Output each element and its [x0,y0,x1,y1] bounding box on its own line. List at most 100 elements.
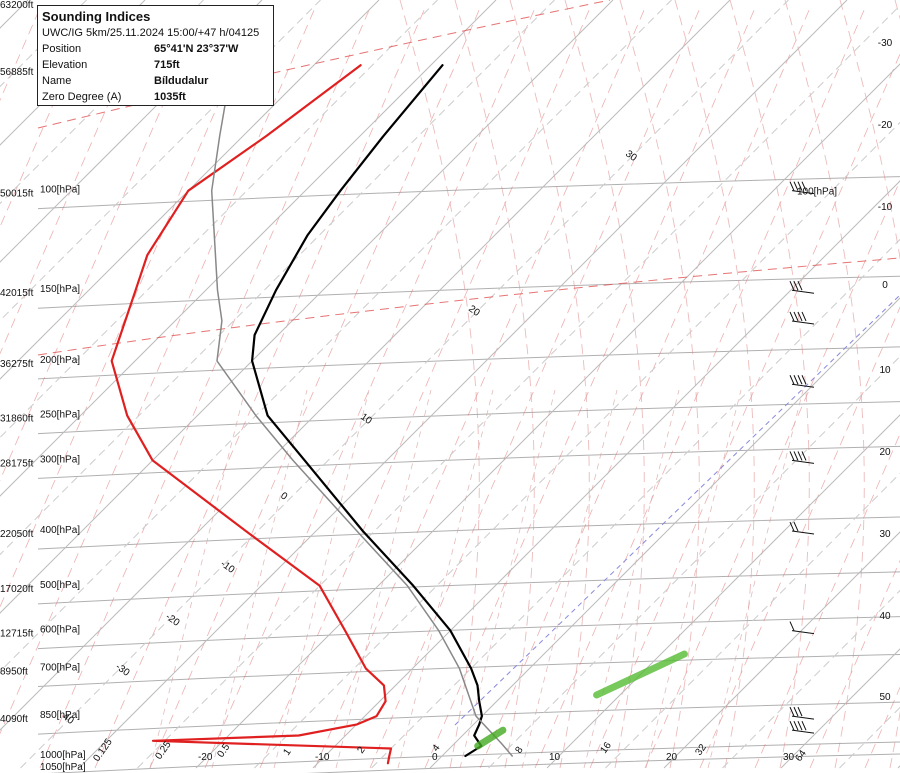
altitude-tick-label: 12715ft [0,629,34,640]
temperature-tick-label: 10 [549,752,561,763]
pressure-tick-label: 300[hPa] [40,454,80,465]
wind-barb-flag [789,281,795,291]
mixing-ratio-line [211,389,308,769]
wind-barb-flag [789,720,795,731]
isotherm-line [137,4,900,769]
pressure-tick-label: 1050[hPa] [40,762,86,773]
wind-barb [789,521,815,535]
wind-barb [789,281,815,294]
right-axis-label: -30 [878,38,893,49]
wind-barb-flag [789,706,795,717]
isobar-line [37,176,900,210]
wind-barb [789,621,815,635]
wind-barb [789,706,815,720]
mixing-ratio-line [149,389,246,769]
dry-adiabat-line [259,7,591,769]
info-row-position: Position 65°41'N 23°37'W [42,41,269,57]
dry-adiabat-line [479,7,811,769]
dry-adiabat-line [204,7,536,769]
right-axis-label: -10 [878,202,893,213]
altitude-tick-label: 31860ft [0,414,34,425]
isotherm-line [605,472,900,769]
mixing-ratio-label: 2 [355,744,367,755]
info-key: Position [42,43,82,55]
sounding-dewpoint-line [110,64,393,765]
info-value: 715ft [154,59,180,71]
pressure-tick-label: 1000[hPa] [40,750,86,761]
isobar-line [37,346,900,380]
isobar-line [306,753,900,773]
pressure-tick-label: 600[hPa] [40,625,80,636]
moist-adiabat-line [619,0,700,769]
sounding-series [110,64,688,765]
reference-curve [37,257,900,356]
isobar-line [37,445,900,479]
wind-barb [789,451,815,464]
dry-adiabat-line [39,7,371,769]
moist-adiabat-line [454,0,535,769]
isotherm-line [0,0,614,614]
isotherm-label: -10 [218,558,237,576]
info-title: Sounding Indices [42,9,151,24]
isobar-line [37,571,900,605]
wind-barb-flag [793,281,799,291]
isotherm-line [0,0,204,205]
info-row-elevation: Elevation 715ft [42,57,269,73]
wind-barb-staff [791,383,815,388]
wind-barb-staff [791,320,815,325]
wind-barb-flag [797,281,803,291]
dry-adiabat-line [0,7,206,482]
wind-barb-flag [797,181,803,191]
mixing-ratio-label: 32 [693,742,709,758]
isobar-line [48,741,900,773]
isotherm-line [0,0,29,29]
moist-adiabat-line [564,0,645,769]
wind-barb-flag [793,706,799,717]
altitude-tick-label: 63200ft [0,0,34,11]
wind-barb-flag [801,181,807,191]
mixing-ratio-line [645,389,742,769]
info-key: Elevation [42,59,88,71]
dry-adiabat-line [589,53,900,769]
sounding-green-shading-line [474,726,507,750]
wind-barb-flag [801,311,807,322]
wind-barb-flag [793,375,799,385]
isobar-line [37,516,900,550]
isotherm-line [254,121,900,769]
dry-adiabat-line [94,7,426,769]
isotherm-line [195,63,900,769]
wind-barb-flag [793,521,799,532]
isotherm-line [78,0,848,769]
altitude-tick-label: 28175ft [0,458,34,469]
right-axis-label: 50 [879,692,891,703]
right-axis-label: -20 [878,120,893,131]
isotherm-label: -30 [113,661,132,679]
pressure-tick-label: 850[hPa] [40,710,80,721]
pressure-tick-label: 700[hPa] [40,662,80,673]
right-axis-label: 0 [882,280,888,291]
mixing-ratio-line [521,389,618,769]
pressure-tick-label: 250[hPa] [40,410,80,421]
pressure-tick-label: 150[hPa] [40,284,80,295]
mixing-ratio-line [335,389,432,769]
wind-barb-flag [789,375,795,385]
wind-barb-staff [791,459,815,464]
wind-barb-flag [789,451,795,461]
wind-barb-flag [793,451,799,461]
sounding-info-box: Sounding Indices UWC/IG 5km/25.11.2024 1… [37,5,274,106]
mixing-ratio-line [273,389,370,769]
dry-adiabat-line [149,7,481,769]
pressure-tick-label: 500[hPa] [40,580,80,591]
dry-adiabat-line [424,7,756,769]
isotherm-label: 30 [623,148,639,164]
wind-barb-label: 100[hPa] [797,187,837,198]
wind-barb-staff [791,289,815,294]
special-curves [37,0,900,726]
moist-adiabat-line [399,0,480,769]
wind-barb-flag [797,720,803,731]
altitude-tick-label: 4090ft [0,714,28,725]
dry-adiabat-line [699,306,900,769]
